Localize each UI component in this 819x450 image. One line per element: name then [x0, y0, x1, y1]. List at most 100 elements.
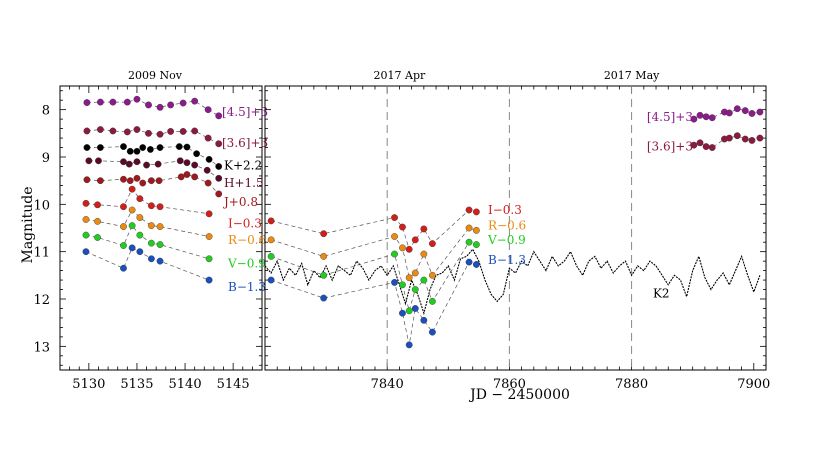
data-point	[696, 139, 704, 147]
data-point	[391, 250, 398, 258]
data-point	[429, 271, 436, 279]
data-point	[420, 250, 428, 258]
series-label: V−0.9	[227, 257, 266, 271]
data-point	[179, 99, 187, 107]
data-point	[147, 146, 154, 153]
data-point	[429, 328, 436, 336]
series-label: [3.6]+3	[222, 136, 268, 150]
data-point	[399, 309, 406, 317]
data-point	[120, 264, 127, 272]
data-point	[147, 202, 155, 210]
right-frame	[264, 85, 767, 371]
x-tick-label: 5145	[217, 377, 250, 392]
data-point	[167, 101, 175, 109]
data-point	[725, 134, 733, 142]
series-connector	[270, 241, 477, 313]
data-point	[126, 147, 134, 155]
data-point	[177, 173, 185, 181]
data-point	[733, 132, 741, 140]
data-point	[139, 144, 147, 151]
data-point	[133, 126, 141, 133]
data-point	[120, 223, 127, 230]
data-point	[391, 233, 398, 240]
series-label: H+1.5	[224, 176, 264, 190]
data-point	[320, 252, 328, 260]
data-point	[147, 177, 155, 185]
data-point	[420, 225, 428, 233]
data-point	[147, 239, 155, 247]
series-connector	[271, 209, 477, 251]
data-point	[143, 161, 150, 169]
data-point	[748, 110, 756, 117]
x-tick-label: 5135	[120, 377, 153, 392]
data-point	[83, 176, 91, 184]
data-point	[399, 244, 406, 252]
series-label: B−1.3	[228, 280, 266, 294]
x-tick-label: 7880	[615, 377, 648, 392]
data-point	[97, 98, 104, 106]
data-point	[120, 175, 127, 183]
data-point	[145, 129, 152, 137]
series-label: [4.5]+3	[647, 110, 693, 124]
x-tick-label: 7840	[371, 377, 404, 392]
y-tick-label: 13	[33, 340, 50, 355]
data-point	[123, 98, 131, 106]
data-point	[97, 126, 104, 133]
data-point	[83, 144, 91, 151]
left-panel-2009-nov: 8 9 10 11 12 13 5130 5135 5140 5145 [4.5]+3 [3.6]+3…	[33, 85, 268, 392]
data-point	[109, 127, 117, 135]
data-point	[156, 130, 164, 138]
data-point	[702, 113, 710, 121]
data-point	[465, 238, 473, 246]
x-axis-label: JD − 2450000	[468, 387, 570, 403]
series-connector	[85, 209, 210, 237]
data-point	[128, 222, 136, 230]
data-point	[267, 276, 275, 284]
data-point	[183, 171, 191, 178]
data-point	[82, 216, 90, 223]
data-point	[125, 160, 133, 168]
data-point	[205, 155, 213, 163]
data-point	[123, 128, 131, 136]
data-point	[156, 257, 164, 265]
data-point	[267, 252, 275, 260]
data-point	[85, 157, 93, 165]
series-label: V−0.9	[487, 233, 526, 247]
data-point	[733, 105, 741, 113]
series-label: R−0.6	[488, 219, 526, 233]
data-point	[320, 271, 328, 279]
data-point	[215, 140, 223, 148]
data-point	[175, 143, 183, 150]
data-point	[193, 150, 200, 158]
data-point	[120, 203, 127, 211]
x-tick-label: 7900	[737, 377, 770, 392]
k2-label: K2	[653, 286, 670, 300]
data-point	[411, 269, 419, 277]
series-connector	[88, 160, 219, 179]
data-point	[176, 157, 184, 165]
data-point	[708, 114, 716, 122]
data-point	[133, 174, 141, 182]
data-point	[215, 174, 223, 182]
data-point	[191, 127, 199, 135]
series-connector	[270, 261, 477, 345]
data-point	[183, 159, 191, 167]
data-point	[156, 103, 164, 111]
data-point	[391, 279, 398, 286]
series-label: J+0.8	[222, 195, 258, 209]
data-point	[391, 214, 398, 221]
left-frame	[59, 85, 263, 371]
data-point	[82, 248, 90, 256]
data-point	[136, 248, 144, 256]
data-point	[411, 305, 419, 312]
data-point	[94, 217, 101, 225]
data-point	[472, 241, 480, 248]
data-point	[690, 141, 698, 149]
data-point	[191, 173, 199, 181]
data-point	[83, 99, 91, 106]
data-point	[741, 135, 749, 143]
data-point	[725, 109, 733, 117]
data-point	[128, 185, 136, 193]
y-tick-label: 9	[42, 151, 50, 166]
data-point	[472, 226, 480, 234]
